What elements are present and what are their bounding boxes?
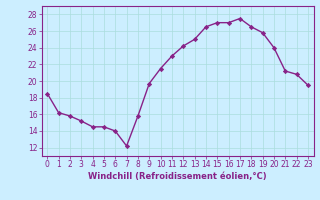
X-axis label: Windchill (Refroidissement éolien,°C): Windchill (Refroidissement éolien,°C) [88, 172, 267, 181]
